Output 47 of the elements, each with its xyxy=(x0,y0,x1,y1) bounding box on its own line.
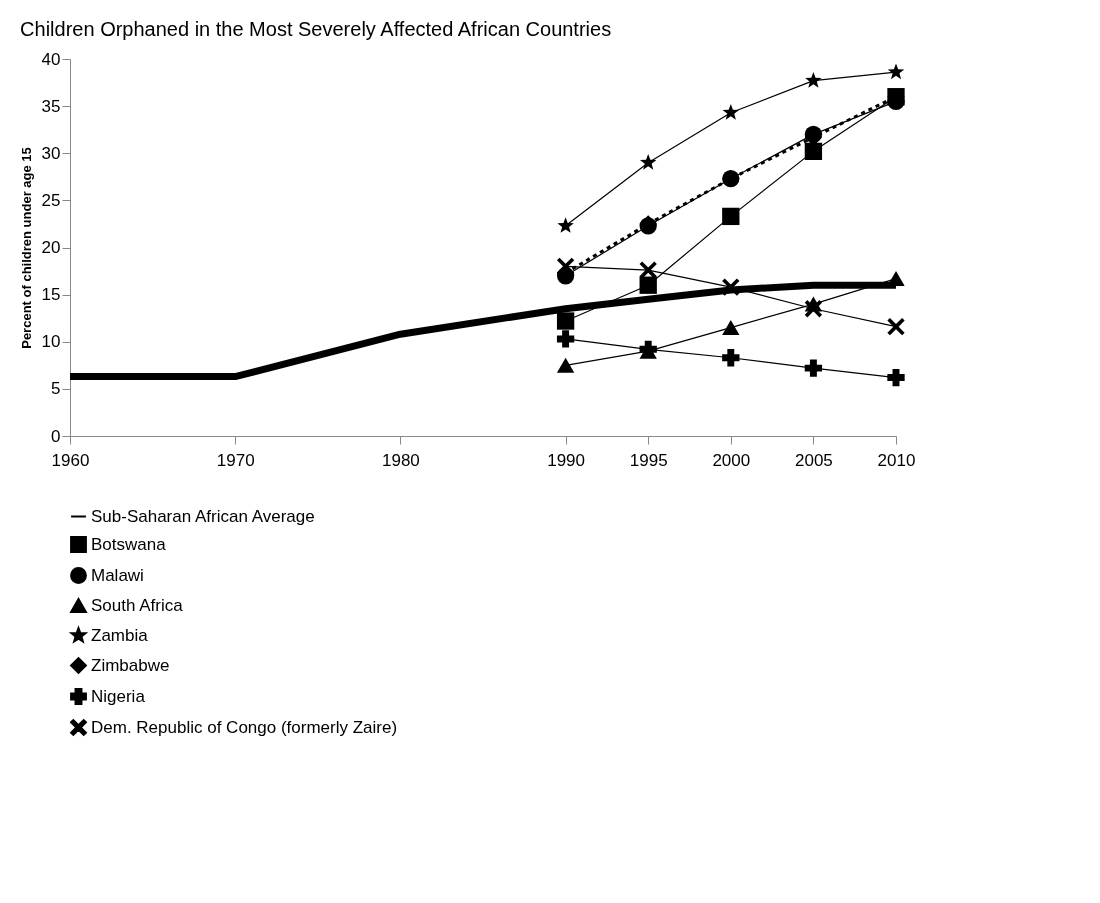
legend-label: Botswana xyxy=(91,534,167,554)
x-tick-label: 2010 xyxy=(877,450,916,470)
point xyxy=(887,318,905,336)
point xyxy=(556,312,575,330)
point xyxy=(804,359,823,377)
x-tick-label: 2005 xyxy=(794,450,833,470)
point xyxy=(639,276,657,294)
y-tick-label: 10 xyxy=(41,332,61,352)
point xyxy=(887,368,905,387)
legend-label: Malawi xyxy=(91,565,144,585)
point xyxy=(722,104,740,120)
x-tick-label: 1980 xyxy=(381,450,420,470)
legend-label: Dem. Republic of Congo (formerly Zaire) xyxy=(91,717,398,737)
x-tick-label: 1960 xyxy=(51,450,90,470)
point xyxy=(557,217,574,233)
x-tick-label: 1990 xyxy=(547,450,586,470)
x-tick-label: 1995 xyxy=(629,450,668,470)
legend-label: Zambia xyxy=(91,625,149,645)
point xyxy=(722,278,740,296)
y-tick-label: 30 xyxy=(41,143,61,163)
point xyxy=(804,142,823,161)
y-tick-label: 5 xyxy=(51,379,61,399)
point xyxy=(722,320,740,336)
legend-label: Sub-Saharan African Average xyxy=(91,506,315,526)
point xyxy=(805,72,822,88)
y-axis-title: Percent of children under age 15 xyxy=(18,147,34,349)
y-tick-label: 0 xyxy=(51,426,61,446)
y-tick-label: 40 xyxy=(41,49,61,69)
x-tick-label: 2000 xyxy=(712,450,751,470)
x-tick-label: 1970 xyxy=(216,450,255,470)
point xyxy=(887,271,905,287)
chart-title: Children Orphaned in the Most Severely Affected African Countries xyxy=(20,18,612,40)
y-tick-label: 20 xyxy=(41,238,61,257)
point xyxy=(639,261,657,279)
y-tick-label: 15 xyxy=(41,285,61,305)
point xyxy=(887,63,905,80)
legend-label: South Africa xyxy=(91,595,184,615)
point xyxy=(639,154,657,170)
point xyxy=(556,357,575,373)
point xyxy=(556,330,575,348)
legend-label: Nigeria xyxy=(91,686,146,706)
point xyxy=(722,207,740,226)
legend-label: Zimbabwe xyxy=(91,655,170,675)
point xyxy=(722,349,740,367)
point xyxy=(804,300,823,318)
y-tick-label: 35 xyxy=(41,96,61,116)
y-tick-label: 25 xyxy=(41,190,61,210)
